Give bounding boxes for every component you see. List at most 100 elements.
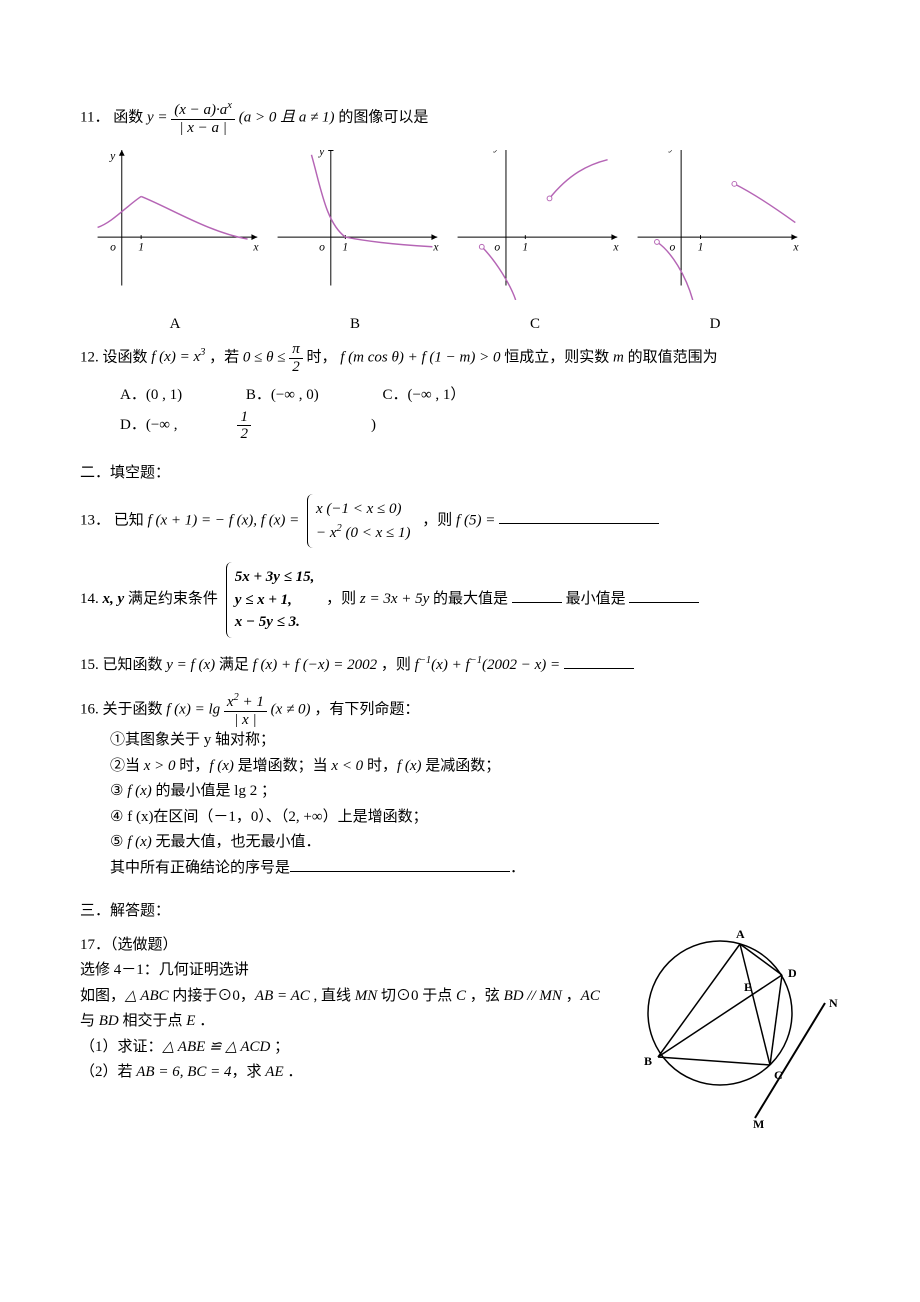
q17-l2d: 切⊙0 于点 — [377, 988, 456, 1004]
svg-text:x: x — [792, 241, 799, 254]
svg-text:1: 1 — [698, 241, 704, 254]
svg-text:o: o — [319, 241, 325, 254]
q14-t5: 最小值是 — [566, 591, 626, 607]
q14-r3: x − 5y ≤ 3. — [235, 611, 315, 634]
q17-l2f: ， — [562, 988, 581, 1004]
q17-p1eq: △ ABE ≌ △ ACD — [163, 1039, 271, 1055]
q16-i2c: 是增函数；当 — [234, 758, 332, 774]
q11-frac-sup: x — [227, 100, 232, 111]
q16-i2b: 时， — [176, 758, 210, 774]
svg-text:1: 1 — [522, 241, 528, 254]
q13-brace: x (−1 < x ≤ 0) − x2 (0 < x ≤ 1) — [307, 494, 419, 548]
q17-bd: BD — [99, 1013, 119, 1029]
q12-options: A．(0 , 1) B．(−∞ , 0) C．(−∞ , 1） D．(−∞ , … — [120, 383, 840, 443]
q14-xy: x, y — [103, 591, 125, 607]
q12-range: 0 ≤ θ ≤ — [243, 349, 289, 365]
q11-num: 11． — [80, 109, 109, 125]
q11-t1: 函数 — [113, 109, 147, 125]
q17-l2e: ，弦 — [466, 988, 504, 1004]
q12-optD-pre: D．(−∞ , — [120, 413, 177, 439]
q14-t3: ，则 — [326, 591, 360, 607]
svg-text:y: y — [669, 150, 676, 153]
q11-t2: 的图像可以是 — [338, 109, 428, 125]
q15-t1: 已知函数 — [103, 657, 167, 673]
q15-yfx: y = f (x) — [166, 657, 215, 673]
q15-num: 15. — [80, 657, 103, 673]
q16-i2e: 是减函数； — [422, 758, 501, 774]
q16: 16. 关于函数 f (x) = lg x2 + 1 | x | (x ≠ 0)… — [80, 692, 840, 881]
svg-text:B: B — [644, 1054, 652, 1068]
q15-t3: ，则 — [381, 657, 415, 673]
section-3: 三．解答题： — [80, 899, 840, 925]
q17-p1a: （1）求证： — [80, 1039, 163, 1055]
q11-cond: (a > 0 且 a ≠ 1) — [239, 109, 335, 125]
graph-D-label: D — [630, 312, 800, 338]
svg-text:1: 1 — [138, 241, 144, 254]
q16-num: 16. — [80, 701, 103, 717]
q16-i2: ②当 x > 0 时，f (x) 是增函数；当 x < 0 时，f (x) 是减… — [110, 754, 840, 780]
q16-blank — [290, 856, 510, 872]
q16-i5b: 无最大值，也无最小值． — [152, 834, 321, 850]
q16-i4: ④ f (x)在区间（－1，0）、（2, +∞）上是增函数； — [110, 805, 840, 831]
q16-i3: ③ f (x) 的最小值是 lg 2 ； — [110, 779, 840, 805]
q17-l2c: , 直线 — [310, 988, 355, 1004]
q13-r2b: (0 < x ≤ 1) — [342, 525, 411, 541]
q12-num: 12. — [80, 349, 103, 365]
q12-optC: C．(−∞ , 1） — [382, 383, 465, 409]
svg-text:x: x — [612, 241, 619, 254]
q16-i2d: 时， — [363, 758, 397, 774]
q16-i3a: ③ — [110, 783, 127, 799]
q15-inv1: −1 — [419, 655, 431, 666]
graph-D: x y o 1 D — [630, 150, 800, 337]
svg-text:M: M — [753, 1117, 764, 1131]
q17-l2a: 如图， — [80, 988, 125, 1004]
q17-p2b: ，求 — [232, 1064, 266, 1080]
q17-p2ab: AB = 6, BC = 4 — [136, 1064, 231, 1080]
svg-text:C: C — [774, 1068, 783, 1082]
svg-text:o: o — [670, 241, 676, 254]
q12-ineq: f (m cos θ) + f (1 − m) > 0 — [340, 349, 500, 365]
q13-t1: 已知 — [114, 512, 148, 528]
q13-r2a: − x — [316, 525, 337, 541]
q17-p2c: ． — [284, 1064, 303, 1080]
q11-lhs: y = — [147, 109, 171, 125]
q16-i2x1: x > 0 — [144, 758, 176, 774]
svg-text:E: E — [744, 980, 752, 994]
q17-p2ae: AE — [265, 1064, 283, 1080]
q15-t2: 满足 — [219, 657, 253, 673]
q17-l3c: ． — [195, 1013, 214, 1029]
q16-i5: ⑤ f (x) 无最大值，也无最小值． — [110, 830, 840, 856]
q16-conc: 其中所有正确结论的序号是． — [110, 856, 840, 882]
svg-text:y: y — [493, 150, 500, 153]
q16-fx: f (x) = lg — [166, 701, 220, 717]
q17-abc: △ ABC — [125, 988, 169, 1004]
q15-eq: f (x) + f (−x) = 2002 — [253, 657, 378, 673]
q16-t1: 关于函数 — [103, 701, 167, 717]
q11: 11． 函数 y = (x − a)·ax | x − a | (a > 0 且… — [80, 100, 840, 136]
svg-text:x: x — [432, 241, 439, 254]
q12-optD-suf: ) — [371, 413, 376, 439]
q16-i2fx2: f (x) — [397, 758, 422, 774]
q12-optD-fb: 2 — [237, 426, 251, 443]
q12-optB: B．(−∞ , 0) — [246, 383, 319, 409]
q12-t3: 时， — [307, 349, 337, 365]
q15-r2: (x) + f — [431, 657, 469, 673]
section-2: 二．填空题： — [80, 461, 840, 487]
q14-r1: 5x + 3y ≤ 15, — [235, 566, 315, 589]
q14-t4: 的最大值是 — [433, 591, 508, 607]
q12: 12. 设函数 f (x) = x3 ，若 0 ≤ θ ≤ π 2 时， f (… — [80, 341, 840, 443]
svg-text:y: y — [318, 150, 325, 158]
q12-fxsup: 3 — [200, 347, 205, 358]
q17-l3a: 与 — [80, 1013, 99, 1029]
svg-text:D: D — [788, 966, 797, 980]
q16-conc-t: 其中所有正确结论的序号是 — [110, 860, 290, 876]
graph-C-label: C — [450, 312, 620, 338]
q15-blank — [564, 653, 634, 669]
q16-ftb: + 1 — [239, 694, 264, 710]
q16-i2x2: x < 0 — [331, 758, 363, 774]
q17-c: C — [456, 988, 466, 1004]
q12-optA: A．(0 , 1) — [120, 383, 182, 409]
q16-i3c: lg 2 — [234, 783, 257, 799]
q14: 14. x, y 满足约束条件 5x + 3y ≤ 15, y ≤ x + 1,… — [80, 562, 840, 638]
q14-t2: 满足约束条件 — [128, 591, 222, 607]
